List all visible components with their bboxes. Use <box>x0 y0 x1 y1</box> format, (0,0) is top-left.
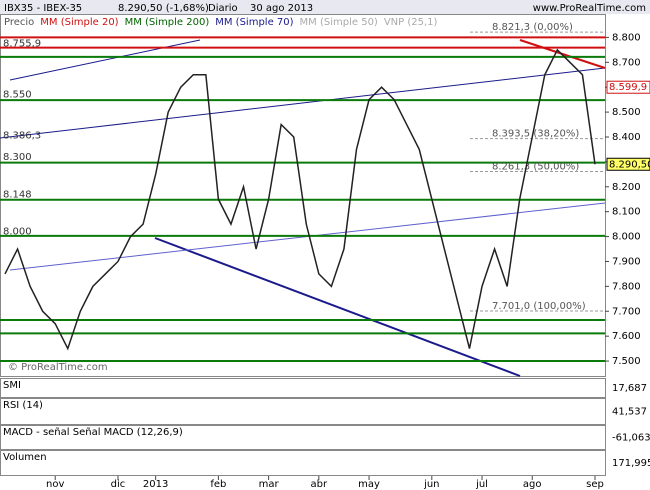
title-bar <box>0 0 650 14</box>
y-tick-label: 8.500 <box>612 107 641 118</box>
y-tick-label: 8.000 <box>612 232 641 243</box>
legend-entry: MM (Simple 70) <box>215 17 293 28</box>
legend-entry: MM (Simple 200) <box>125 17 210 28</box>
y-tick-label: 8.200 <box>612 182 641 193</box>
y-tick-label: 8.800 <box>612 32 641 43</box>
indicator-panel <box>0 378 606 398</box>
panel-value: 17,687 <box>612 383 647 394</box>
panel-value: 41,537 <box>612 407 647 418</box>
x-tick-label: sep <box>586 479 604 490</box>
legend-entry: Precio <box>4 17 34 28</box>
plot-frame <box>0 14 606 377</box>
y-tick-label: 7.700 <box>612 306 641 317</box>
price-label: 8.599,9 <box>609 82 647 93</box>
price-label-box <box>606 157 650 171</box>
level-label: 8.000 <box>3 227 32 238</box>
x-tick-label: may <box>358 479 380 490</box>
symbol: IBX35 - IBEX-35 <box>4 3 82 14</box>
legend-entry: VNP (25,1) <box>384 17 438 28</box>
panel-title: SMI <box>3 380 21 391</box>
x-tick-label: jun <box>423 479 439 490</box>
level-label: 8.755,9 <box>3 38 41 49</box>
period: Diario <box>208 3 238 14</box>
x-tick-label: nov <box>46 479 64 490</box>
x-tick-label: 2013 <box>143 479 168 490</box>
fib-label: 8.393,5 (38,20%) <box>492 129 579 140</box>
watermark: © ProRealTime.com <box>8 362 108 373</box>
x-tick-label: jul <box>475 479 488 490</box>
level-label: 8.386,3 <box>3 130 41 141</box>
quote: 8.290,50 (-1,68%) <box>118 3 209 14</box>
y-tick-label: 7.500 <box>612 356 641 367</box>
panel-title: MACD - señal Señal MACD (12,26,9) <box>3 427 183 438</box>
trend-line <box>154 237 521 377</box>
price-line <box>4 48 596 351</box>
y-tick-label: 7.800 <box>612 281 641 292</box>
y-tick-label: 8.700 <box>612 57 641 68</box>
x-tick-label: mar <box>259 479 280 490</box>
indicator-panel <box>0 450 606 476</box>
y-tick-label: 7.600 <box>612 331 641 342</box>
x-tick-label: ago <box>523 479 542 490</box>
trend-line <box>0 67 606 139</box>
level-label: 8.148 <box>3 190 32 201</box>
legend-entry: MM (Simple 50) <box>300 17 378 28</box>
panel-title: RSI (14) <box>3 400 43 411</box>
indicator-panel <box>0 398 606 425</box>
fib-label: 8.261,3 (50,00%) <box>492 162 579 173</box>
date: 30 ago 2013 <box>250 3 313 14</box>
y-tick-label: 8.400 <box>612 132 641 143</box>
site: www.ProRealTime.com <box>533 3 646 14</box>
x-tick-label: feb <box>210 479 226 490</box>
fib-label: 8.821,3 (0,00%) <box>492 22 573 33</box>
panel-value: -61,063 <box>612 433 650 444</box>
y-tick-label: 8.100 <box>612 207 641 218</box>
y-tick-label: 7.900 <box>612 256 641 267</box>
level-label: 8.300 <box>3 152 32 163</box>
panel-value: 171,995 <box>612 458 650 469</box>
price-label: 8.290,50 <box>609 159 650 170</box>
panel-title: Volumen <box>3 452 47 463</box>
fib-label: 7.701,0 (100,00%) <box>492 301 586 312</box>
price-label-box <box>606 80 650 94</box>
level-label: 8.550 <box>3 90 32 101</box>
legend-entry: MM (Simple 20) <box>40 17 118 28</box>
x-tick-label: abr <box>311 479 328 490</box>
indicator-panel <box>0 425 606 450</box>
x-tick-label: dic <box>111 479 126 490</box>
